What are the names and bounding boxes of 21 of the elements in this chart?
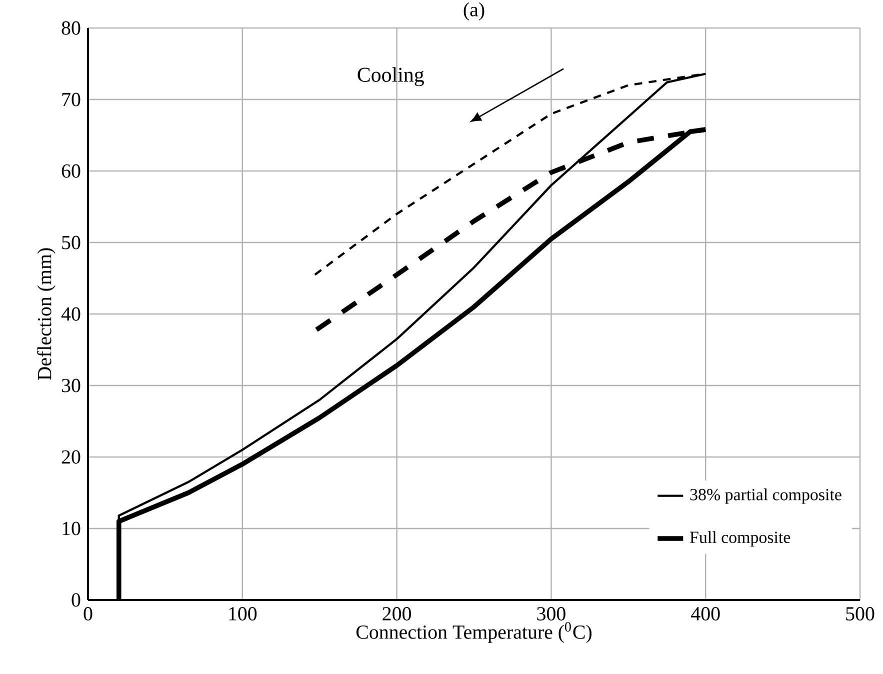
y-tick-label: 60	[62, 164, 80, 178]
y-tick-label: 20	[62, 450, 80, 464]
x-tick-label: 500	[846, 607, 874, 620]
legend-label: Full composite	[690, 531, 790, 546]
x-tick-label: 300	[537, 607, 566, 620]
x-tick-label: 100	[229, 607, 257, 620]
y-axis-title: Deflection (mm)	[37, 248, 56, 380]
chart-title: (a)	[464, 2, 484, 20]
y-tick-label: 50	[62, 236, 80, 250]
y-tick-label: 70	[62, 92, 80, 106]
x-axis-title: Connection Temperature ($^{0}$C)	[356, 622, 592, 643]
y-tick-label: 0	[72, 593, 80, 607]
y-tick-label: 40	[61, 307, 80, 321]
annotation: Cooling	[358, 67, 424, 86]
x-tick-label: 400	[691, 607, 720, 620]
y-tick-label: 80	[62, 21, 80, 35]
x-tick-label: 200	[382, 607, 411, 620]
legend-label: 38% partial composite	[690, 488, 842, 504]
y-tick-label: 10	[62, 522, 80, 536]
x-tick-label: 0	[84, 607, 92, 620]
y-tick-label: 30	[62, 378, 80, 392]
